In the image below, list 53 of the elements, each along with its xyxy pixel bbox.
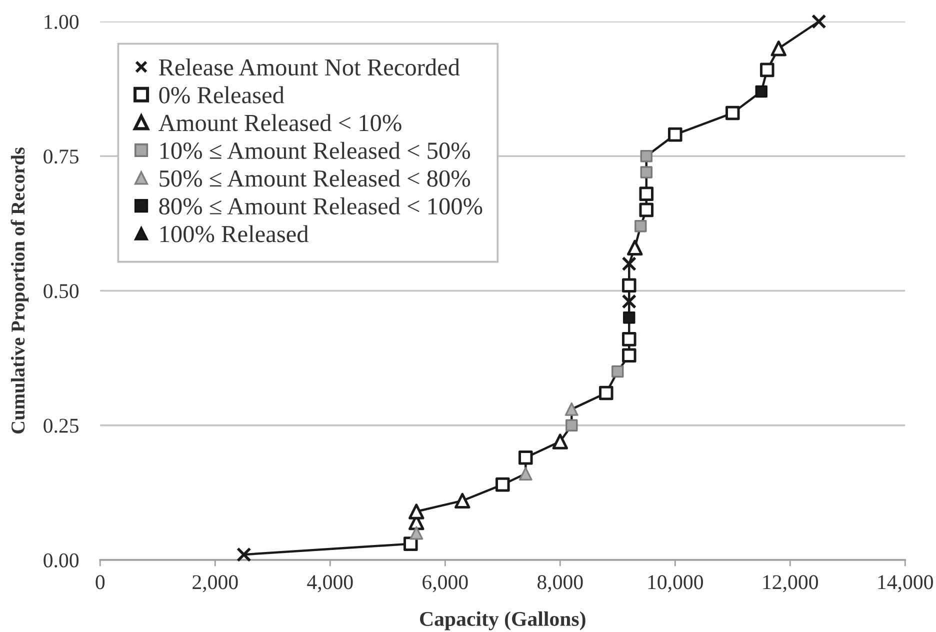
point: [495, 477, 510, 492]
legend-label: 10% ≤ Amount Released < 50%: [160, 142, 470, 160]
legend-label: 80% ≤ Amount Released < 100%: [159, 197, 482, 215]
y-tick-label: 0.00: [44, 553, 79, 568]
point: [725, 106, 740, 120]
point: [622, 278, 636, 292]
x-tick-label: 12,000: [763, 575, 818, 592]
point: [770, 40, 786, 56]
x-tick-label: 4,000: [307, 575, 353, 592]
y-tick-label: 1.00: [44, 14, 79, 30]
point: [622, 348, 636, 362]
point: [408, 504, 424, 520]
point: [639, 186, 654, 201]
y-tick-label: 0.75: [44, 149, 79, 164]
point: [811, 14, 826, 29]
point: [623, 312, 636, 324]
legend-label: 100% Released: [160, 225, 308, 242]
point: [760, 62, 774, 78]
point: [622, 256, 637, 272]
x-tick-label: 0: [96, 575, 105, 590]
point: [640, 166, 652, 178]
legend-label: 0% Released: [159, 86, 284, 104]
point: [612, 365, 624, 378]
point: [627, 240, 643, 256]
point: [410, 526, 424, 540]
x-tick-label: 14,000: [878, 575, 933, 592]
x-tick-label: 10,000: [648, 575, 703, 592]
y-tick-label: 0.50: [44, 284, 79, 298]
point: [564, 402, 578, 416]
point: [634, 220, 647, 232]
y-axis-title: Cumulative Proportion of Records: [10, 147, 29, 434]
point: [668, 127, 682, 142]
point: [518, 467, 532, 481]
legend-label: 50% ≤ Amount Released < 80%: [160, 170, 470, 187]
point: [454, 492, 470, 509]
point: [622, 332, 636, 346]
point: [755, 85, 768, 98]
point: [518, 450, 533, 465]
point: [622, 294, 637, 309]
point: [640, 150, 652, 162]
point: [552, 434, 568, 450]
legend-label: Amount Released < 10%: [158, 114, 402, 132]
x-axis-title: Capacity (Gallons): [420, 611, 586, 630]
point: [236, 547, 252, 562]
legend-label: Release Amount Not Recorded: [158, 58, 460, 76]
point: [403, 536, 418, 551]
x-tick-label: 6,000: [422, 575, 468, 592]
x-tick-label: 2,000: [192, 575, 238, 592]
point: [639, 202, 654, 218]
point: [598, 386, 614, 400]
y-tick-label: 0.25: [44, 418, 79, 433]
x-tick-label: 8,000: [537, 575, 583, 592]
point: [566, 419, 578, 432]
